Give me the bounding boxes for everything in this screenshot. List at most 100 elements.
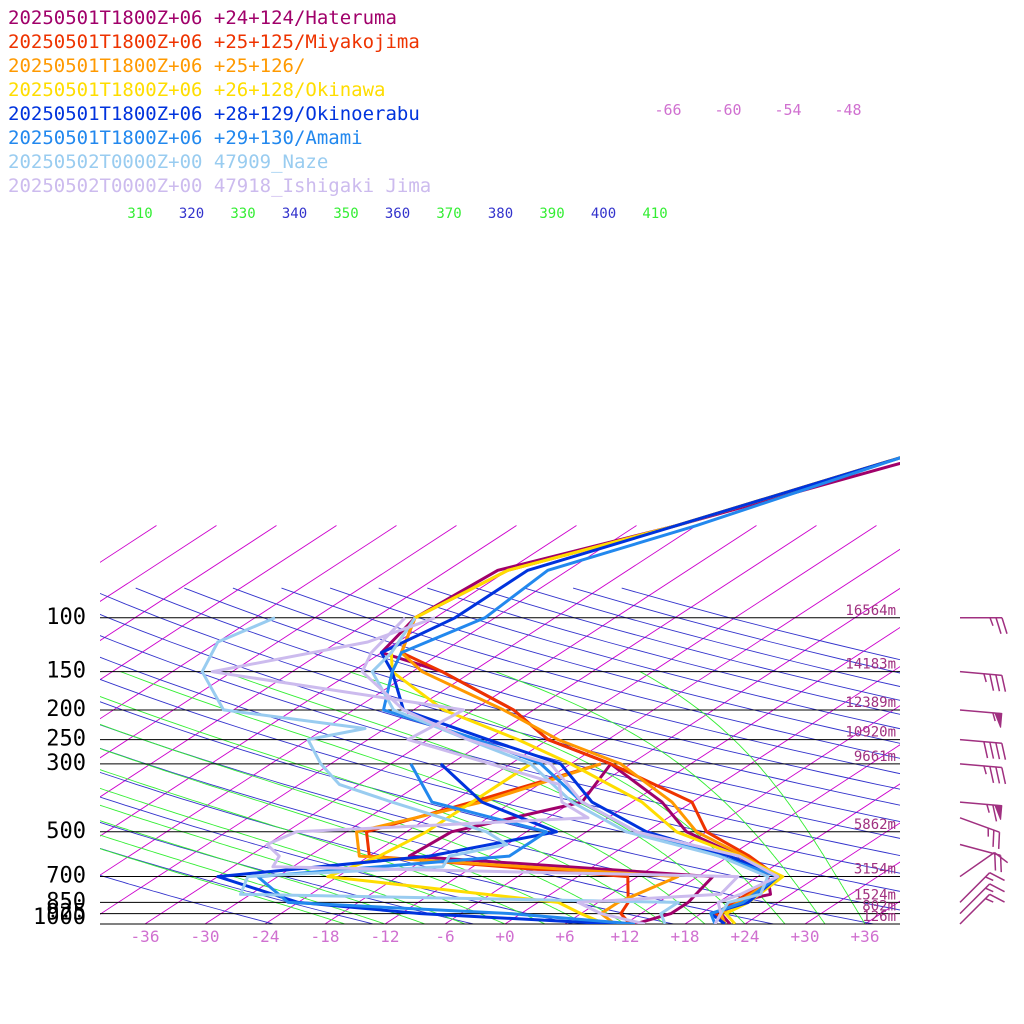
wind-barb-full	[989, 742, 995, 759]
isotherm-line	[804, 861, 900, 924]
wind-barb-staff	[959, 763, 1002, 769]
wind-barb	[959, 763, 1007, 785]
dry-adiabat-line	[100, 747, 776, 924]
theta-label: 380	[488, 206, 513, 222]
height-label: 9661m	[854, 749, 896, 765]
wind-barb	[959, 893, 1005, 925]
theta-label: 410	[642, 206, 667, 222]
wind-barb-staff	[959, 872, 991, 903]
wind-barb-half	[986, 804, 990, 813]
legend-entry: 20250501T1800Z+06 +29+130/Amami	[8, 127, 363, 149]
dry-adiabat-line	[100, 701, 900, 911]
dry-adiabat-line	[100, 874, 276, 924]
isotherm-line	[684, 783, 900, 924]
sounding-series	[200, 456, 900, 924]
wind-barb-full	[989, 674, 995, 691]
height-label: 802m	[862, 899, 896, 915]
temperature-tick-label: +30	[791, 927, 820, 946]
wind-barb	[959, 851, 1009, 878]
moist-adiabat-line	[100, 787, 506, 924]
height-label: 12389m	[845, 695, 896, 711]
upper-temperature-label: -54	[774, 101, 801, 119]
pressure-tick-label: 850	[46, 889, 86, 914]
height-labels: 16564m 14183m 12389m 10920m 9661m 5862m 3154m 1…	[845, 603, 896, 925]
isotherm-line	[624, 744, 900, 924]
isotherm-line	[100, 525, 457, 759]
dewpoint-profile-line	[407, 762, 715, 924]
theta-label: 340	[282, 206, 307, 222]
temperature-tick-label: -24	[251, 927, 280, 946]
wind-barb-half	[989, 617, 994, 627]
isotherm-line	[504, 666, 900, 924]
dry-adiabat-line	[100, 635, 900, 857]
isotherm-line	[564, 705, 900, 924]
wind-barb-full	[1001, 617, 1008, 634]
legend-entry: 20250502T0000Z+00 47918_Ishigaki Jima	[8, 175, 431, 197]
temperature-profile-line	[370, 616, 770, 924]
theta-label: 360	[385, 206, 410, 222]
wind-barb-half	[983, 673, 987, 683]
height-label: 126m	[862, 909, 896, 925]
dewpoint-profile-line	[210, 616, 740, 924]
moist-adiabat-line	[100, 695, 666, 924]
temperature-tick-label: +6	[555, 927, 574, 946]
wind-barb-full	[1001, 767, 1007, 785]
moist-adiabat-line	[100, 848, 346, 924]
temperature-tick-label: -6	[435, 927, 454, 946]
height-label: 3154m	[854, 862, 896, 878]
wind-barb	[959, 817, 1001, 849]
temperature-tick-label: +36	[851, 927, 880, 946]
wind-barb-full	[1001, 743, 1007, 760]
isotherm-line	[100, 525, 217, 602]
pressure-tick-label: 250	[46, 727, 86, 752]
theta-label: 370	[436, 206, 461, 222]
wind-barb-full	[989, 766, 995, 784]
dry-adiabat-line	[329, 587, 900, 744]
wind-barb-full	[1001, 675, 1007, 692]
wind-barb	[960, 617, 1008, 634]
dewpoint-profile-line	[355, 762, 680, 924]
temperature-tick-label: -18	[311, 927, 340, 946]
dewpoint-profile-line	[200, 616, 680, 924]
pressure-tick-label: 1000	[33, 905, 86, 930]
wind-barb-full	[993, 851, 1009, 864]
temperature-tick-label: -30	[191, 927, 220, 946]
dry-adiabat-line	[100, 796, 576, 924]
wind-barb-staff	[959, 843, 1001, 857]
wind-barb-full	[995, 742, 1001, 760]
temperature-tick-label: +0	[495, 927, 514, 946]
wind-barb	[959, 709, 1003, 728]
moist-adiabat-line	[100, 804, 466, 924]
legend-entry: 20250501T1800Z+06 +25+126/	[8, 55, 305, 77]
temperature-profile-line	[399, 456, 900, 924]
wind-barb-full	[992, 830, 995, 847]
isotherm-line	[144, 525, 757, 924]
temperature-tick-label: -36	[131, 927, 160, 946]
temperature-profile-line	[360, 616, 780, 924]
dry-adiabat-line	[621, 587, 900, 661]
wind-barb-full	[989, 883, 1005, 893]
isotherm-line	[204, 525, 817, 924]
legend-entry: 20250501T1800Z+06 +28+129/Okinoerabu	[8, 103, 420, 125]
theta-label: 320	[179, 206, 204, 222]
wind-barb-half	[983, 765, 987, 775]
height-label: 16564m	[845, 603, 896, 619]
legend: 20250501T1800Z+06 +24+124/Hateruma202505…	[8, 7, 431, 197]
dry-adiabat-line	[184, 587, 900, 790]
moist-adiabat-line	[495, 671, 826, 924]
wind-barbs	[959, 617, 1009, 925]
legend-entry: 20250501T1800Z+06 +26+128/Okinawa	[8, 79, 386, 101]
dry-adiabat-line	[100, 771, 676, 924]
wind-barb-full	[989, 893, 1005, 903]
isotherm-line	[100, 525, 517, 798]
pressure-tick-label: 300	[46, 751, 86, 776]
wind-barb	[959, 843, 1003, 873]
upper-temperature-label: -48	[834, 101, 861, 119]
theta-label: 400	[591, 206, 616, 222]
wind-barb-half	[992, 712, 996, 722]
wind-barb	[959, 738, 1007, 760]
isotherm-line	[100, 525, 697, 915]
wind-barb-staff	[959, 738, 1002, 745]
wind-barb-pennant	[994, 712, 1003, 728]
